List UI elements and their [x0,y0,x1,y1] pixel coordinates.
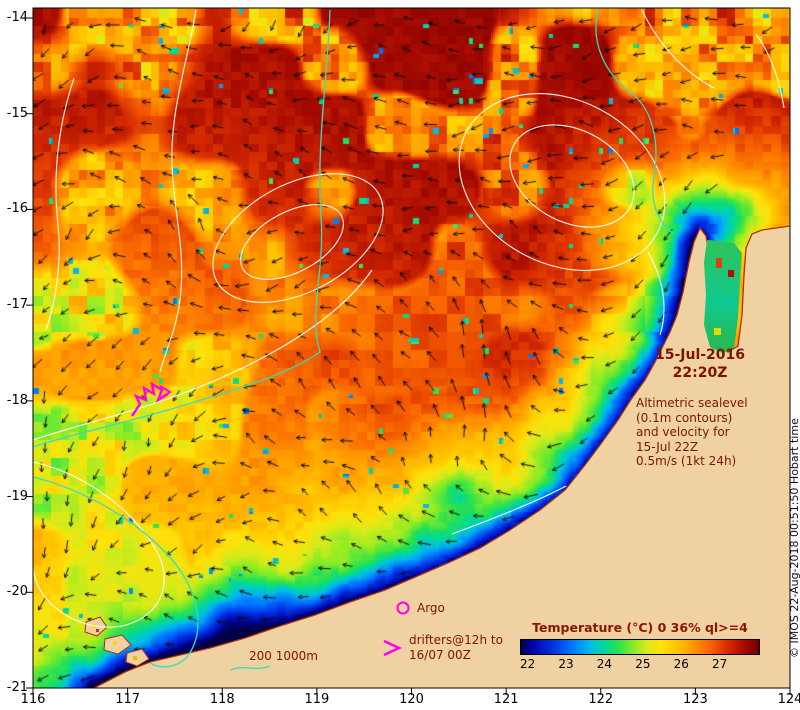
info-line: and velocity for [636,425,730,439]
copyright-vertical-label: © IMOS 22-Aug-2018 00:51:50 Hobart time [788,418,800,658]
colorbar-tick-label: 24 [596,657,613,671]
x-tick-label: 121 [493,692,519,707]
temperature-colorbar [520,639,760,655]
y-tick-label: -18 [6,392,28,408]
colorbar-tick-label: 25 [635,657,651,671]
y-tick-label: -14 [6,10,28,25]
colorbar-tick-label: 22 [520,657,536,671]
drifters-legend-line1: drifters@12h to [409,633,503,647]
argo-legend-label: Argo [417,601,445,615]
info-line: Altimetric sealevel [636,396,748,410]
x-tick-label: 124 [777,692,800,707]
x-tick-label: 122 [588,692,614,707]
x-tick-label: 120 [399,692,424,707]
x-tick-label: 117 [115,692,141,707]
info-line: 0.5m/s (1kt 24h) [636,454,737,468]
y-tick-label: -19 [6,488,28,504]
map-datetime-date: 15-Jul-2016 [654,347,746,363]
altimetry-info-block: Altimetric sealevel (0.1m contours) and … [636,396,748,469]
y-tick-label: -21 [6,680,28,695]
x-tick-label: 116 [20,692,46,707]
colorbar-tick-label: 23 [558,657,574,671]
y-tick-label: -16 [6,201,28,217]
y-tick-label: -17 [6,297,28,313]
y-tick-label: -20 [6,584,28,600]
x-tick-label: 118 [209,692,235,707]
info-line: 15-Jul 22Z [636,439,699,454]
info-line: (0.1m contours) [636,410,733,425]
colorbar-tick-label: 27 [711,657,728,671]
map-datetime-time: 22:20Z [672,365,728,381]
colorbar-tick-label: 26 [673,657,689,671]
depth-legend-label: 200 1000m [249,649,318,663]
y-tick-label: -15 [6,105,28,121]
colorbar-title: Temperature (°C) 0 36% ql>=4 [532,620,748,635]
x-tick-label: 119 [304,692,330,707]
x-tick-label: 123 [682,692,708,707]
drifters-legend-line2: 16/07 00Z [409,648,471,662]
